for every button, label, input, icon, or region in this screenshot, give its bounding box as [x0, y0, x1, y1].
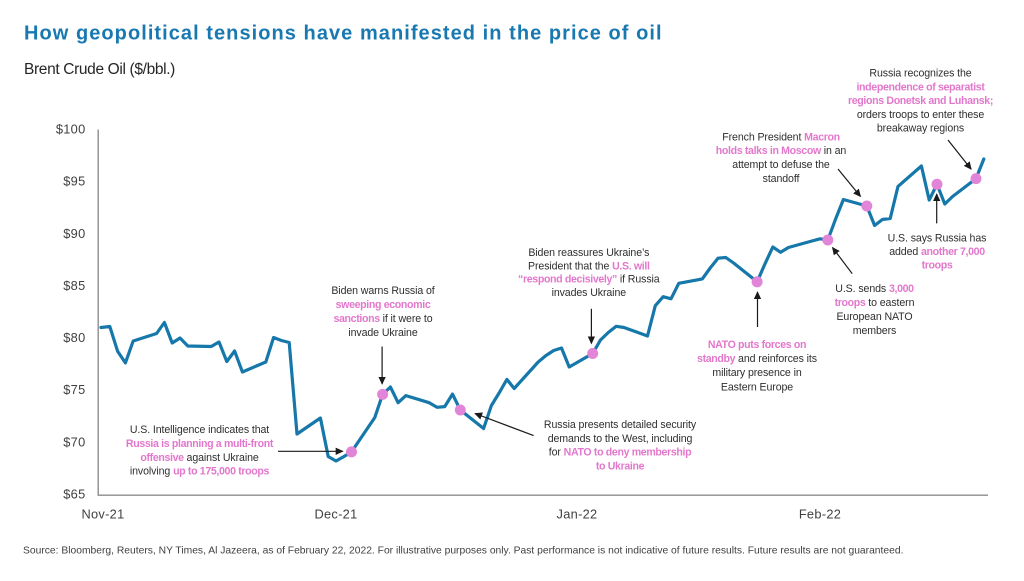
- svg-text:invade Ukraine: invade Ukraine: [348, 327, 417, 339]
- svg-text:European NATO: European NATO: [836, 311, 912, 323]
- svg-text:orders troops to enter these: orders troops to enter these: [857, 109, 985, 121]
- svg-text:members: members: [853, 325, 896, 337]
- svg-text:U.S. says Russia has: U.S. says Russia has: [888, 233, 987, 245]
- svg-text:Russia recognizes the: Russia recognizes the: [869, 68, 971, 80]
- svg-text:Russia presents detailed secur: Russia presents detailed security: [544, 419, 697, 431]
- svg-text:Feb-22: Feb-22: [799, 507, 841, 522]
- svg-text:to Ukraine: to Ukraine: [596, 461, 645, 473]
- svg-text:offensive against Ukraine: offensive against Ukraine: [140, 452, 259, 464]
- svg-text:$70: $70: [63, 434, 85, 449]
- svg-text:Jan-22: Jan-22: [557, 507, 598, 522]
- svg-text:“respond decisively” if Russia: “respond decisively” if Russia: [518, 274, 660, 286]
- svg-text:Biden warns Russia of: Biden warns Russia of: [331, 285, 434, 297]
- svg-text:French President Macron: French President Macron: [722, 131, 840, 143]
- svg-text:President that the U.S. will: President that the U.S. will: [528, 260, 650, 272]
- svg-text:involving up to 175,000 troops: involving up to 175,000 troops: [130, 466, 270, 478]
- svg-text:standby and reinforces its: standby and reinforces its: [697, 353, 817, 365]
- svg-text:military presence in: military presence in: [712, 367, 801, 379]
- svg-text:$100: $100: [56, 122, 86, 137]
- svg-text:holds talks in Moscow in an: holds talks in Moscow in an: [716, 145, 847, 157]
- svg-text:for NATO to deny membership: for NATO to deny membership: [549, 447, 692, 459]
- svg-text:attempt to defuse the: attempt to defuse the: [732, 159, 830, 171]
- svg-text:Dec-21: Dec-21: [314, 507, 357, 522]
- svg-text:U.S. Intelligence indicates th: U.S. Intelligence indicates that: [130, 424, 269, 436]
- svg-text:standoff: standoff: [763, 173, 800, 185]
- svg-text:U.S. sends 3,000: U.S. sends 3,000: [835, 283, 914, 295]
- svg-text:NATO puts forces on: NATO puts forces on: [708, 339, 806, 351]
- svg-text:sweeping economic: sweeping economic: [336, 299, 431, 311]
- svg-text:$75: $75: [63, 382, 85, 397]
- svg-text:How geopolitical tensions have: How geopolitical tensions have manifeste…: [24, 23, 663, 45]
- svg-text:$90: $90: [63, 226, 85, 241]
- svg-text:troops to eastern: troops to eastern: [835, 297, 915, 309]
- svg-text:Eastern Europe: Eastern Europe: [721, 381, 793, 393]
- svg-text:regions Donetsk and Luhansk;: regions Donetsk and Luhansk;: [848, 95, 993, 107]
- svg-text:$85: $85: [63, 278, 85, 293]
- svg-text:independence of separatist: independence of separatist: [856, 81, 985, 93]
- svg-text:$80: $80: [63, 330, 85, 345]
- svg-text:$95: $95: [63, 174, 85, 189]
- svg-text:invades Ukraine: invades Ukraine: [552, 287, 627, 299]
- svg-text:$65: $65: [63, 487, 85, 502]
- svg-text:breakaway regions: breakaway regions: [877, 123, 964, 135]
- svg-text:added another 7,000: added another 7,000: [889, 246, 985, 258]
- svg-text:demands to the West, including: demands to the West, including: [548, 433, 693, 445]
- svg-text:sanctions if it were to: sanctions if it were to: [333, 313, 432, 325]
- svg-text:Russia is planning a multi-fro: Russia is planning a multi-front: [126, 438, 274, 450]
- svg-text:Nov-21: Nov-21: [81, 507, 124, 522]
- svg-text:Biden reassures Ukraine’s: Biden reassures Ukraine’s: [528, 247, 649, 259]
- svg-text:Source: Bloomberg, Reuters, NY: Source: Bloomberg, Reuters, NY Times, Al…: [23, 546, 903, 557]
- svg-text:Brent Crude Oil ($/bbl.): Brent Crude Oil ($/bbl.): [24, 61, 175, 78]
- svg-text:troops: troops: [922, 259, 953, 271]
